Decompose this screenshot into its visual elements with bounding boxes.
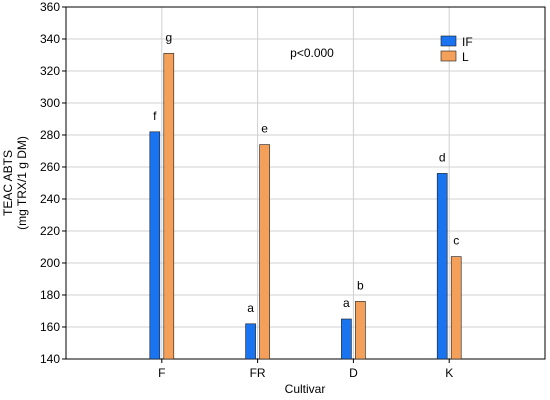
- data-label: c: [453, 234, 459, 248]
- data-label: e: [261, 122, 268, 136]
- plot-area-frame: [65, 6, 546, 360]
- y-tick-label: 240: [40, 192, 60, 206]
- bar-if-d: [341, 318, 352, 360]
- legend-swatch-l: [440, 50, 457, 62]
- bars: [149, 53, 462, 360]
- x-tick-label: F: [158, 366, 165, 380]
- data-label: g: [165, 30, 172, 44]
- legend: IFL: [440, 35, 473, 64]
- bar-l-fr: [259, 144, 270, 360]
- y-axis-title-line2: (mg TRX/1 g DM): [15, 136, 29, 230]
- bar-if-f: [149, 131, 161, 360]
- y-tick-label: 140: [40, 352, 60, 366]
- y-tick-label: 280: [40, 128, 60, 142]
- y-tick-label: 180: [40, 288, 60, 302]
- data-label: b: [357, 278, 364, 292]
- y-tick-label: 260: [40, 160, 60, 174]
- x-axis: F FR D K: [158, 359, 453, 380]
- data-labels: f a a d g e b c: [153, 30, 459, 314]
- y-tick-label: 300: [40, 96, 60, 110]
- y-tick-label: 320: [40, 64, 60, 78]
- y-tick-label: 220: [40, 224, 60, 238]
- y-tick-label: 200: [40, 256, 60, 270]
- x-axis-title: Cultivar: [285, 382, 326, 396]
- y-tick-label: 340: [40, 32, 60, 46]
- bar-l-f: [163, 53, 175, 360]
- x-tick-label: FR: [250, 366, 266, 380]
- p-value-annotation: p<0.000: [290, 46, 334, 60]
- data-label: a: [343, 296, 350, 310]
- legend-swatch-if: [440, 35, 457, 47]
- legend-label: L: [462, 50, 469, 64]
- bar-l-d: [355, 301, 366, 360]
- bar-if-fr: [245, 323, 256, 360]
- y-axis-title-line1: TEAC ABTS: [1, 150, 15, 216]
- y-tick-label: 360: [40, 0, 60, 14]
- data-label: d: [439, 150, 446, 164]
- data-label: a: [247, 301, 254, 315]
- bar-l-k: [450, 256, 462, 360]
- bar-if-k: [436, 173, 448, 360]
- y-tick-label: 160: [40, 320, 60, 334]
- x-tick-label: D: [349, 366, 358, 380]
- x-tick-label: K: [445, 366, 453, 380]
- data-label: f: [153, 109, 157, 123]
- legend-label: IF: [462, 35, 473, 49]
- y-axis: 140 160 180 200 220 240 260 280 300 320 340 360: [40, 0, 66, 366]
